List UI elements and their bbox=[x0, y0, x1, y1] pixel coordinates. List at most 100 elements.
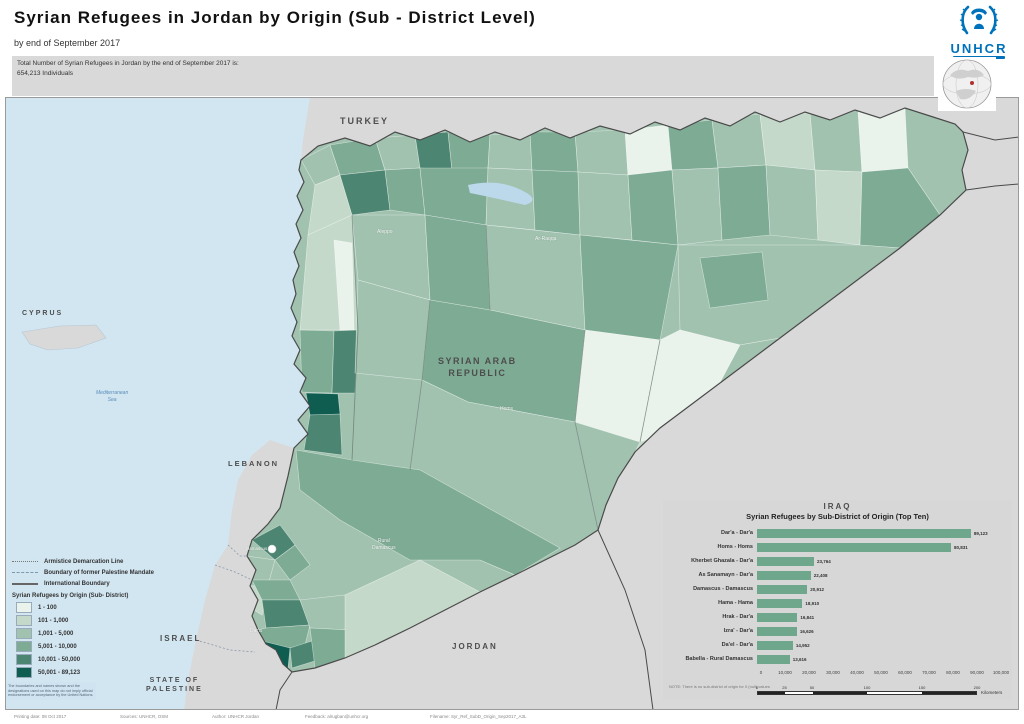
infobox-line1: Total Number of Syrian Refugees in Jorda… bbox=[17, 60, 239, 67]
country-label-iraq: IRAQ bbox=[823, 502, 852, 511]
place-label-rural-damascus: Rural Damascus bbox=[372, 538, 396, 551]
country-label-jordan: JORDAN bbox=[452, 642, 498, 651]
choropleth-legend-title: Syrian Refugees by Origin (Sub- District… bbox=[12, 593, 129, 599]
map-disclaimer: The boundaries and names shown and the d… bbox=[6, 682, 96, 701]
footer-feedback: Feedback: alrugban@unhcr.org bbox=[305, 714, 369, 719]
x-tick: 90,000 bbox=[970, 670, 984, 675]
unhcr-refugee-wreath-icon bbox=[959, 5, 999, 35]
place-label-damascus: Damascus bbox=[246, 546, 268, 551]
legend-swatch-3 bbox=[16, 628, 32, 639]
unhcr-logo: UNHCR bbox=[940, 3, 1018, 59]
chart-row: Dar'a - Dar'a 89,123 bbox=[721, 528, 988, 538]
legend-class-row: 101 - 1,000 bbox=[12, 614, 212, 627]
legend-swatch-6 bbox=[16, 667, 32, 678]
chart-row: Homs - Homs 80,831 bbox=[717, 542, 968, 552]
chart-note: NOTE: There is no sub-district of origin… bbox=[669, 684, 770, 689]
legend-class-row: 1,001 - 5,000 bbox=[12, 627, 212, 640]
footer-author: Author: UNHCR Jordan bbox=[212, 714, 260, 719]
legend-class-row: 5,001 - 10,000 bbox=[12, 640, 212, 653]
x-tick: 60,000 bbox=[898, 670, 912, 675]
scale-tick: 150 bbox=[918, 685, 926, 690]
footer-sources: Sources: UNHCR, OSM bbox=[120, 714, 169, 719]
globe-inset bbox=[938, 57, 996, 111]
chart-row: Izra' - Dar'a 16,626 bbox=[723, 626, 814, 636]
legend-swatch-2 bbox=[16, 615, 32, 626]
chart-row: Hrak - Dar'a 16,841 bbox=[722, 612, 815, 622]
legend-class-row: 10,001 - 50,000 bbox=[12, 653, 212, 666]
x-tick: 50,000 bbox=[874, 670, 888, 675]
map-footer: Printing date: 08 Oct 2017 Sources: UNHC… bbox=[0, 710, 1024, 724]
globe-locator-icon bbox=[942, 59, 992, 109]
country-label-palestine: STATE OF PALESTINE bbox=[146, 677, 203, 694]
place-label-ar-raqqa: Ar-Raqqa bbox=[535, 236, 557, 242]
legend-class-row: 1 - 100 bbox=[12, 601, 212, 614]
international-boundary-sample bbox=[12, 582, 38, 585]
governorate-boundaries bbox=[351, 214, 661, 531]
x-tick: 80,000 bbox=[946, 670, 960, 675]
bar bbox=[757, 654, 790, 664]
total-refugees-infobox: Total Number of Syrian Refugees in Jorda… bbox=[12, 56, 934, 96]
bar bbox=[757, 528, 971, 538]
syria-international-boundary bbox=[246, 107, 969, 673]
country-label-lebanon: LEBANON bbox=[228, 459, 280, 468]
chart-row: Hama - Hama 18,910 bbox=[718, 598, 820, 608]
chart-title: Syrian Refugees by Sub-District of Origi… bbox=[746, 512, 929, 521]
legend-class-row: 50,001 - 89,123 bbox=[12, 666, 212, 679]
country-label-cyprus: CYPRUS bbox=[22, 310, 64, 317]
x-tick: 0 bbox=[759, 670, 763, 675]
scale-bar bbox=[757, 691, 977, 695]
chart-row: Damascus - Damascus 20,912 bbox=[693, 584, 824, 594]
cyprus-island bbox=[21, 324, 107, 351]
legend-armistice-line: Armistice Demarcation Line bbox=[12, 556, 212, 567]
other-international-boundaries bbox=[275, 131, 1019, 710]
footer-printing-date: Printing date: 08 Oct 2017 bbox=[14, 714, 67, 719]
chart-row: Babella - Rural Damascus 13,616 bbox=[685, 654, 807, 664]
bar bbox=[757, 584, 808, 594]
legend-swatch-1 bbox=[16, 602, 32, 613]
country-label-israel: ISRAEL bbox=[160, 634, 202, 643]
armistice-and-mandate-lines bbox=[195, 544, 256, 653]
bar bbox=[757, 570, 811, 580]
scale-tick: 200 bbox=[973, 685, 981, 690]
country-label-turkey: TURKEY bbox=[340, 116, 390, 126]
legend-swatch-4 bbox=[16, 641, 32, 652]
legend-international-boundary: International Boundary bbox=[12, 578, 212, 589]
chart-row: Da'el - Dar'a 14,952 bbox=[721, 640, 810, 650]
syria-choropleth-map bbox=[5, 97, 1019, 710]
map-legend: Armistice Demarcation Line Boundary of f… bbox=[12, 556, 212, 679]
bar bbox=[757, 556, 814, 566]
scale-tick: 0 bbox=[755, 685, 759, 690]
legend-swatch-5 bbox=[16, 654, 32, 665]
bar bbox=[757, 542, 951, 552]
bar bbox=[757, 626, 797, 636]
sea-label: Mediterranean Sea bbox=[96, 390, 129, 403]
damascus-city-area bbox=[267, 544, 277, 554]
mandate-boundary-sample bbox=[12, 572, 38, 573]
bar bbox=[757, 640, 793, 650]
bar bbox=[757, 598, 803, 608]
x-tick: 70,000 bbox=[922, 670, 936, 675]
x-tick: 100,000 bbox=[992, 670, 1010, 675]
unhcr-wordmark: UNHCR bbox=[950, 41, 1008, 56]
page-title: Syrian Refugees in Jordan by Origin (Sub… bbox=[14, 8, 536, 27]
x-tick: 20,000 bbox=[802, 670, 816, 675]
scale-tick: 25 bbox=[782, 685, 787, 690]
footer-filename: Filename: Syr_Ref_SubD_Origin_Sep2017_A3… bbox=[430, 714, 527, 719]
chart-row: Kherbet Ghazala - Dar'a 23,764 bbox=[691, 556, 831, 566]
bar bbox=[757, 612, 798, 622]
place-label-aleppo: Aleppo bbox=[377, 229, 393, 235]
x-tick: 10,000 bbox=[778, 670, 792, 675]
top-ten-chart-panel: IRAQ Syrian Refugees by Sub-District of … bbox=[663, 500, 1012, 700]
infobox-line2: 654,213 Individuals bbox=[17, 69, 74, 77]
chart-rows: Dar'a - Dar'a 89,123 Homs - Homs 80,831 Kh… bbox=[667, 526, 1008, 666]
x-tick: 30,000 bbox=[826, 670, 840, 675]
place-label-homs: Homs bbox=[500, 406, 514, 412]
scale-tick: 100 bbox=[863, 685, 871, 690]
armistice-line-sample bbox=[12, 561, 38, 562]
x-tick: 40,000 bbox=[850, 670, 864, 675]
scale-tick: 50 bbox=[809, 685, 815, 690]
page-subtitle: by end of September 2017 bbox=[14, 38, 121, 48]
legend-mandate-boundary: Boundary of former Palestine Mandate bbox=[12, 567, 212, 578]
lake-assad bbox=[468, 182, 533, 205]
